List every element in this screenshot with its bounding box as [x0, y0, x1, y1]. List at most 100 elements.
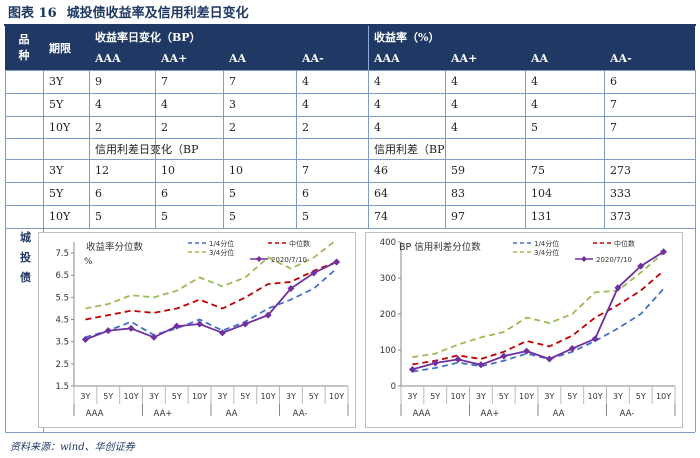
- y-tick-label: 6.5: [55, 271, 69, 281]
- header-yield: 收益率（%）: [368, 26, 695, 47]
- row-term: 3Y: [49, 75, 64, 88]
- header-pinzhong: 品 种: [5, 26, 43, 70]
- spread-cell: 131: [531, 210, 552, 223]
- x-tick-label: 5Y: [172, 392, 182, 401]
- table-rule: [5, 116, 695, 117]
- header-rating-aap-level: AA+: [445, 47, 525, 70]
- yield-change-cell: 2: [229, 120, 236, 134]
- spread-change-cell: 6: [95, 187, 102, 200]
- series-point-current: [568, 345, 576, 353]
- yield-cell: 6: [610, 75, 617, 88]
- x-tick-label: 10Y: [192, 392, 207, 401]
- legend-label-median: 中位数: [289, 239, 310, 248]
- x-tick-label: 10Y: [261, 392, 276, 401]
- yield-change-cell: 4: [95, 98, 102, 111]
- legend-label-q3: 3/4分位: [534, 248, 559, 257]
- row-term: 10Y: [49, 120, 71, 134]
- row-term: 10Y: [49, 210, 71, 223]
- x-tick-label: 3Y: [286, 392, 296, 401]
- x-group-label: AAA: [86, 409, 104, 419]
- table-col-rule: [525, 70, 526, 228]
- header-term: 期限: [43, 26, 89, 70]
- yield-cell: 4: [374, 120, 381, 134]
- series-point-current: [310, 269, 318, 277]
- yield-cell: 4: [531, 75, 538, 88]
- figure-title: 图表 16 城投债收益率及信用利差日变化: [8, 3, 249, 25]
- header-yield-change: 收益率日变化（BP）: [89, 26, 368, 47]
- x-tick-label: 3Y: [476, 392, 486, 401]
- series-point-current: [591, 335, 599, 343]
- yield-change-cell: 4: [161, 98, 168, 111]
- x-tick-label: 3Y: [217, 392, 227, 401]
- header-rating-aap-change: AA+: [155, 47, 223, 70]
- spread-cell: 333: [610, 187, 631, 200]
- spread-change-cell: 5: [95, 210, 102, 223]
- yield-cell: 4: [374, 75, 381, 88]
- table-col-rule: [5, 70, 6, 432]
- spread-cell: 46: [374, 164, 388, 177]
- chart-title: 收益率分位数: [86, 241, 144, 253]
- spread-change-cell: 5: [229, 210, 236, 223]
- series-line-q1: [85, 267, 338, 339]
- x-tick-label: 5Y: [499, 392, 509, 401]
- x-group-label: AAA: [413, 409, 431, 419]
- spread-percentile-svg: 0 100 200 300 400 3Y 5Y 10Y 3Y 5Y 10Y 3Y 5Y 10Y 3Y 5Y 10…: [365, 232, 683, 428]
- table-col-rule: [155, 70, 156, 228]
- table-col-rule: [445, 70, 446, 228]
- yield-change-cell: 2: [302, 120, 309, 134]
- yield-change-cell: 7: [161, 75, 168, 88]
- spread-change-cell: 10: [229, 164, 243, 177]
- chart-title: BP 信用利差分位数: [399, 241, 481, 253]
- series-point-current: [454, 355, 462, 363]
- y-tick-label: 100: [380, 346, 396, 356]
- x-group-label: AA-: [293, 409, 308, 419]
- header-rating-aa-change: AA: [223, 47, 296, 70]
- series-point-current: [264, 311, 272, 319]
- x-tick-label: 10Y: [656, 392, 671, 401]
- row-term: 3Y: [49, 164, 64, 177]
- table-rule: [5, 70, 695, 71]
- y-tick-label: 5.5: [55, 293, 69, 303]
- row-term: 5Y: [49, 187, 64, 200]
- spread-cell: 74: [374, 210, 388, 223]
- series-point-current: [196, 320, 204, 328]
- series-point-current: [408, 365, 416, 373]
- x-tick-label: 3Y: [80, 392, 90, 401]
- spread-cell: 83: [451, 187, 465, 200]
- legend-label-current: 2020/7/10: [271, 256, 307, 264]
- yield-cell: 4: [374, 98, 381, 111]
- header-spread: 信用利差（BP: [374, 142, 445, 156]
- x-tick-label: 5Y: [636, 392, 646, 401]
- header-spread-change: 信用利差日变化（BP: [95, 142, 199, 156]
- table-rule: [5, 205, 695, 206]
- yield-change-cell: 4: [302, 75, 309, 88]
- y-tick-label: 7.5: [55, 249, 69, 259]
- series-point-current: [104, 327, 112, 335]
- series-point-current: [431, 359, 439, 367]
- series-line-q1: [412, 288, 665, 373]
- x-tick-label: 5Y: [309, 392, 319, 401]
- legend-marker-current: [581, 256, 587, 262]
- series-point-current: [150, 333, 158, 341]
- table-rule: [5, 159, 695, 160]
- yield-change-cell: 7: [229, 75, 236, 88]
- x-tick-label: 5Y: [103, 392, 113, 401]
- series-point-current: [218, 329, 226, 337]
- yield-percentile-svg: 1.5 2.5 3.5 4.5 5.5 6.5 7.5 3Y 5Y 10Y 3Y 5Y 10Y 3Y 5Y 1…: [38, 232, 356, 428]
- series-point-current: [545, 355, 553, 363]
- yield-cell: 7: [610, 98, 617, 111]
- series-point-current: [81, 335, 89, 343]
- y-tick-label: 3.5: [55, 338, 69, 348]
- spread-change-cell: 10: [161, 164, 175, 177]
- spread-change-cell: 5: [229, 187, 236, 200]
- spread-cell: 104: [531, 187, 552, 200]
- y-tick-label: 1.5: [55, 382, 69, 392]
- x-tick-label: 3Y: [407, 392, 417, 401]
- series-point-current: [660, 248, 668, 256]
- yield-change-cell: 2: [95, 120, 102, 134]
- series-line-current: [412, 250, 665, 371]
- yield-cell: 4: [451, 98, 458, 111]
- spread-cell: 59: [451, 164, 465, 177]
- y-tick-label: 2.5: [55, 360, 69, 370]
- series-point-current: [614, 284, 622, 292]
